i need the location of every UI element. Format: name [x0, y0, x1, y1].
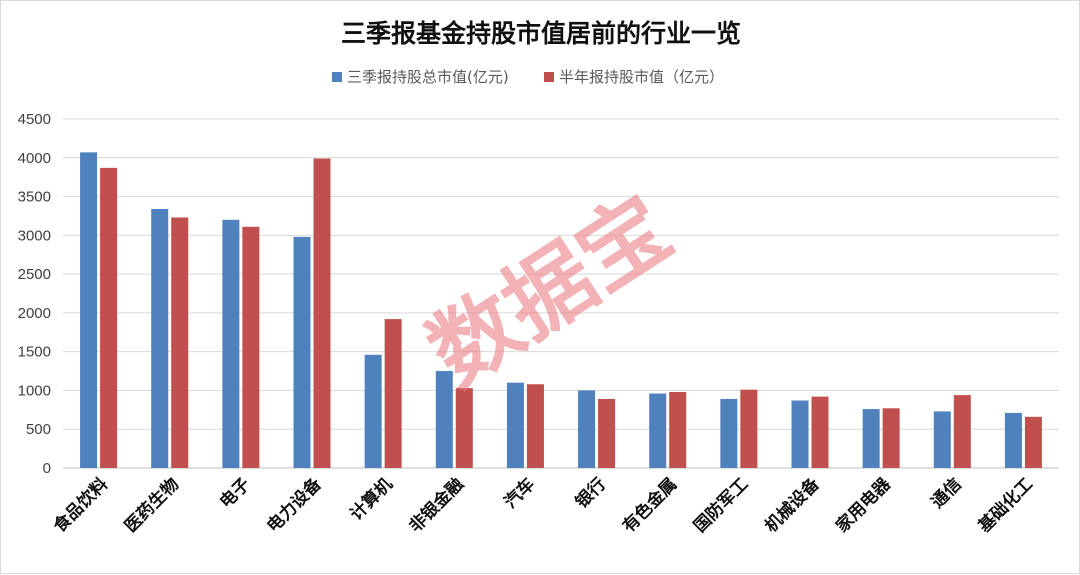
x-category-label: 食品饮料 — [49, 474, 112, 537]
bar-q3-1 — [151, 208, 169, 468]
bar-q3-13 — [1004, 412, 1022, 468]
x-category-label: 非银金融 — [405, 474, 468, 537]
bar-q3-0 — [80, 152, 98, 469]
watermark: 数据宝 — [411, 176, 689, 406]
x-axis: 食品饮料 医药生物 电子 电力设备 计算机 非银金融 汽车 银行 有色金属 国防军工 机械设备 家用电… — [49, 473, 1037, 537]
y-tick-label: 4000 — [18, 150, 51, 167]
bar-h1-7 — [598, 398, 616, 468]
x-category-label: 有色金属 — [618, 474, 681, 537]
y-tick-label: 1000 — [18, 382, 51, 399]
bar-q3-2 — [222, 219, 240, 468]
bar-q3-8 — [649, 393, 667, 468]
bar-h1-9 — [740, 389, 758, 468]
legend-swatch — [332, 72, 342, 82]
legend-swatch — [544, 72, 554, 82]
y-tick-label: 4500 — [18, 111, 51, 128]
bar-h1-1 — [171, 217, 189, 468]
y-tick-label: 2500 — [18, 266, 51, 283]
bar-q3-11 — [862, 409, 880, 468]
x-category-label: 基础化工 — [973, 474, 1037, 538]
bar-h1-8 — [669, 391, 687, 468]
bar-h1-0 — [100, 167, 118, 469]
x-category-label: 家用电器 — [832, 473, 896, 537]
bar-h1-13 — [1024, 416, 1042, 468]
bar-q3-6 — [506, 382, 524, 468]
x-category-label: 银行 — [571, 474, 610, 513]
bar-q3-5 — [435, 371, 453, 468]
x-category-label: 通信 — [927, 474, 966, 513]
y-tick-label: 3500 — [18, 189, 51, 206]
x-category-label: 汽车 — [500, 474, 539, 513]
x-category-label: 机械设备 — [761, 473, 825, 537]
y-tick-label: 2000 — [18, 305, 51, 322]
bar-h1-2 — [242, 226, 260, 468]
bar-h1-5 — [455, 388, 473, 468]
x-category-label: 医药生物 — [120, 474, 183, 537]
x-category-label: 国防军工 — [689, 474, 752, 537]
y-tick-label: 3000 — [18, 227, 51, 244]
bar-h1-6 — [526, 384, 544, 468]
bar-h1-3 — [313, 158, 331, 468]
chart-title: 三季报基金持股市值居前的行业一览 — [341, 19, 741, 48]
bar-h1-10 — [811, 396, 829, 468]
x-category-label: 计算机 — [346, 474, 397, 525]
legend-label: 半年报持股市值（亿元） — [559, 68, 724, 86]
bar-q3-4 — [364, 354, 382, 468]
y-tick-label: 500 — [26, 421, 51, 438]
bar-h1-4 — [384, 319, 402, 468]
y-tick-label: 1500 — [18, 344, 51, 361]
legend-label: 三季报持股总市值(亿元) — [347, 68, 509, 86]
legend: 三季报持股总市值(亿元) 半年报持股市值（亿元） — [332, 68, 724, 86]
bar-q3-7 — [578, 390, 596, 468]
bar-q3-10 — [791, 400, 809, 468]
y-tick-label: 0 — [43, 460, 51, 477]
bar-q3-3 — [293, 236, 311, 468]
bar-q3-12 — [933, 411, 951, 468]
y-axis: 0 500 1000 1500 2000 2500 3000 3500 4000 4500 — [18, 111, 51, 477]
x-category-label: 电力设备 — [263, 473, 327, 537]
bar-h1-12 — [953, 395, 971, 468]
bars — [80, 152, 1042, 469]
x-category-label: 电子 — [216, 474, 255, 513]
bar-q3-9 — [720, 398, 738, 468]
bar-h1-11 — [882, 408, 900, 468]
